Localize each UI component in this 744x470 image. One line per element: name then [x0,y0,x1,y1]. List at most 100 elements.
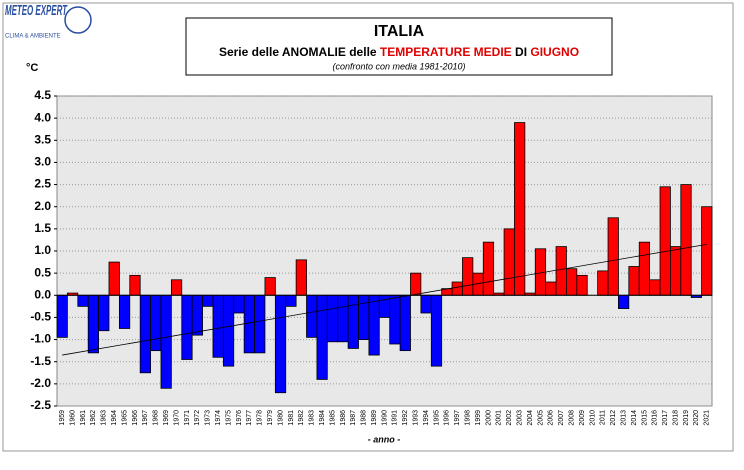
x-tick-label: 1972 [194,410,201,426]
x-tick-label: 1965 [121,410,128,426]
subtitle-part: GIUGNO [530,45,579,59]
x-tick-label: 1978 [257,410,264,426]
bar [264,277,276,296]
bar [680,184,692,296]
bar [566,268,578,296]
subtitle-part: delle [346,45,380,59]
x-tick-label: 2018 [672,410,679,426]
bar [576,274,588,296]
x-tick-label: 1994 [423,410,430,426]
bar [399,294,411,352]
bar [378,294,391,318]
bar [430,294,443,367]
x-tick-label: 1989 [371,410,378,426]
x-tick-label: 1977 [246,410,253,426]
x-tick-label: 1982 [298,410,305,426]
x-tick-label: 2001 [496,410,503,426]
bar [274,294,287,394]
x-tick-label: 1967 [142,410,149,426]
bar [98,294,110,332]
bar [295,259,307,296]
x-tick-label: 1998 [465,410,472,426]
bar [254,294,266,354]
x-tick-label: 1988 [361,410,368,426]
x-tick-label: 2017 [662,410,669,426]
bar [233,294,245,314]
y-tick-label: -2.5 [30,398,51,412]
x-tick-label: 2004 [527,410,534,426]
logo-globe [64,6,92,34]
x-tick-label: 2000 [485,410,492,426]
bar [337,294,349,343]
bar [545,281,557,296]
bar [420,294,432,314]
bar [326,294,339,343]
x-tick-label: 2002 [506,410,513,426]
bar [410,272,422,296]
bar [347,294,359,349]
bar [368,294,380,356]
x-tick-label: 1983 [309,410,316,426]
x-tick-label: 1960 [69,410,76,426]
y-tick-label: 2.0 [34,199,51,213]
bar [597,270,609,296]
x-tick-label: 1968 [153,410,160,426]
bar [222,294,235,367]
x-tick-label: 1966 [132,410,139,426]
x-tick-label: 1971 [184,410,191,426]
x-tick-label: 2008 [568,410,575,426]
x-axis-label: - anno - [368,434,401,444]
bar [77,294,89,307]
trend-line [62,243,707,356]
bar [462,257,474,296]
bar [649,279,661,296]
subtitle: Serie delle ANOMALIE delle TEMPERATURE M… [219,45,579,59]
bar [451,281,463,296]
subtitle-part: DI [512,45,531,59]
y-tick-label: 3.0 [34,155,51,169]
x-tick-label: 1990 [381,410,388,426]
bar [181,294,193,360]
bar [701,206,713,296]
x-tick-label: 1992 [402,410,409,426]
x-tick-label: 1970 [173,410,180,426]
x-tick-label: 2020 [693,410,700,426]
x-tick-label: 2021 [704,410,711,426]
bar [139,294,151,374]
y-tick-label: 0.5 [34,265,51,279]
chart-title: ITALIA [374,23,425,40]
x-tick-label: 1964 [111,410,118,426]
bar [607,217,619,296]
x-tick-label: 1973 [205,410,212,426]
x-tick-label: 2015 [641,410,648,426]
x-tick-label: 1996 [444,410,451,426]
bar [56,294,68,338]
y-tick-label: 1.5 [34,221,51,235]
x-tick-label: 2006 [548,410,555,426]
x-tick-label: 2019 [683,410,690,426]
x-tick-label: 1962 [90,410,97,426]
logo-name: METEO EXPERT [5,2,68,19]
bar [202,294,214,307]
x-tick-label: 1975 [225,410,232,426]
y-tick-label: -0.5 [30,310,51,324]
x-tick-label: 1959 [59,410,66,426]
bar [670,246,682,296]
y-tick-label: 3.5 [34,132,51,146]
bar [150,294,162,352]
x-tick-label: 1974 [215,410,222,426]
x-tick-label: 1963 [101,410,108,426]
x-tick-label: 1961 [80,410,87,426]
logo-tagline: CLIMA & AMBIENTE [5,34,61,40]
x-tick-label: 1980 [277,410,284,426]
y-unit: °C [26,62,38,74]
subtitle-part: ANOMALIE [282,45,346,59]
x-tick-label: 2016 [652,410,659,426]
x-tick-label: 1985 [329,410,336,426]
bar [108,261,120,296]
y-tick-label: 0.0 [34,287,51,301]
x-tick-label: 1969 [163,410,170,426]
y-tick-label: 4.0 [34,110,51,124]
bar [316,294,328,380]
